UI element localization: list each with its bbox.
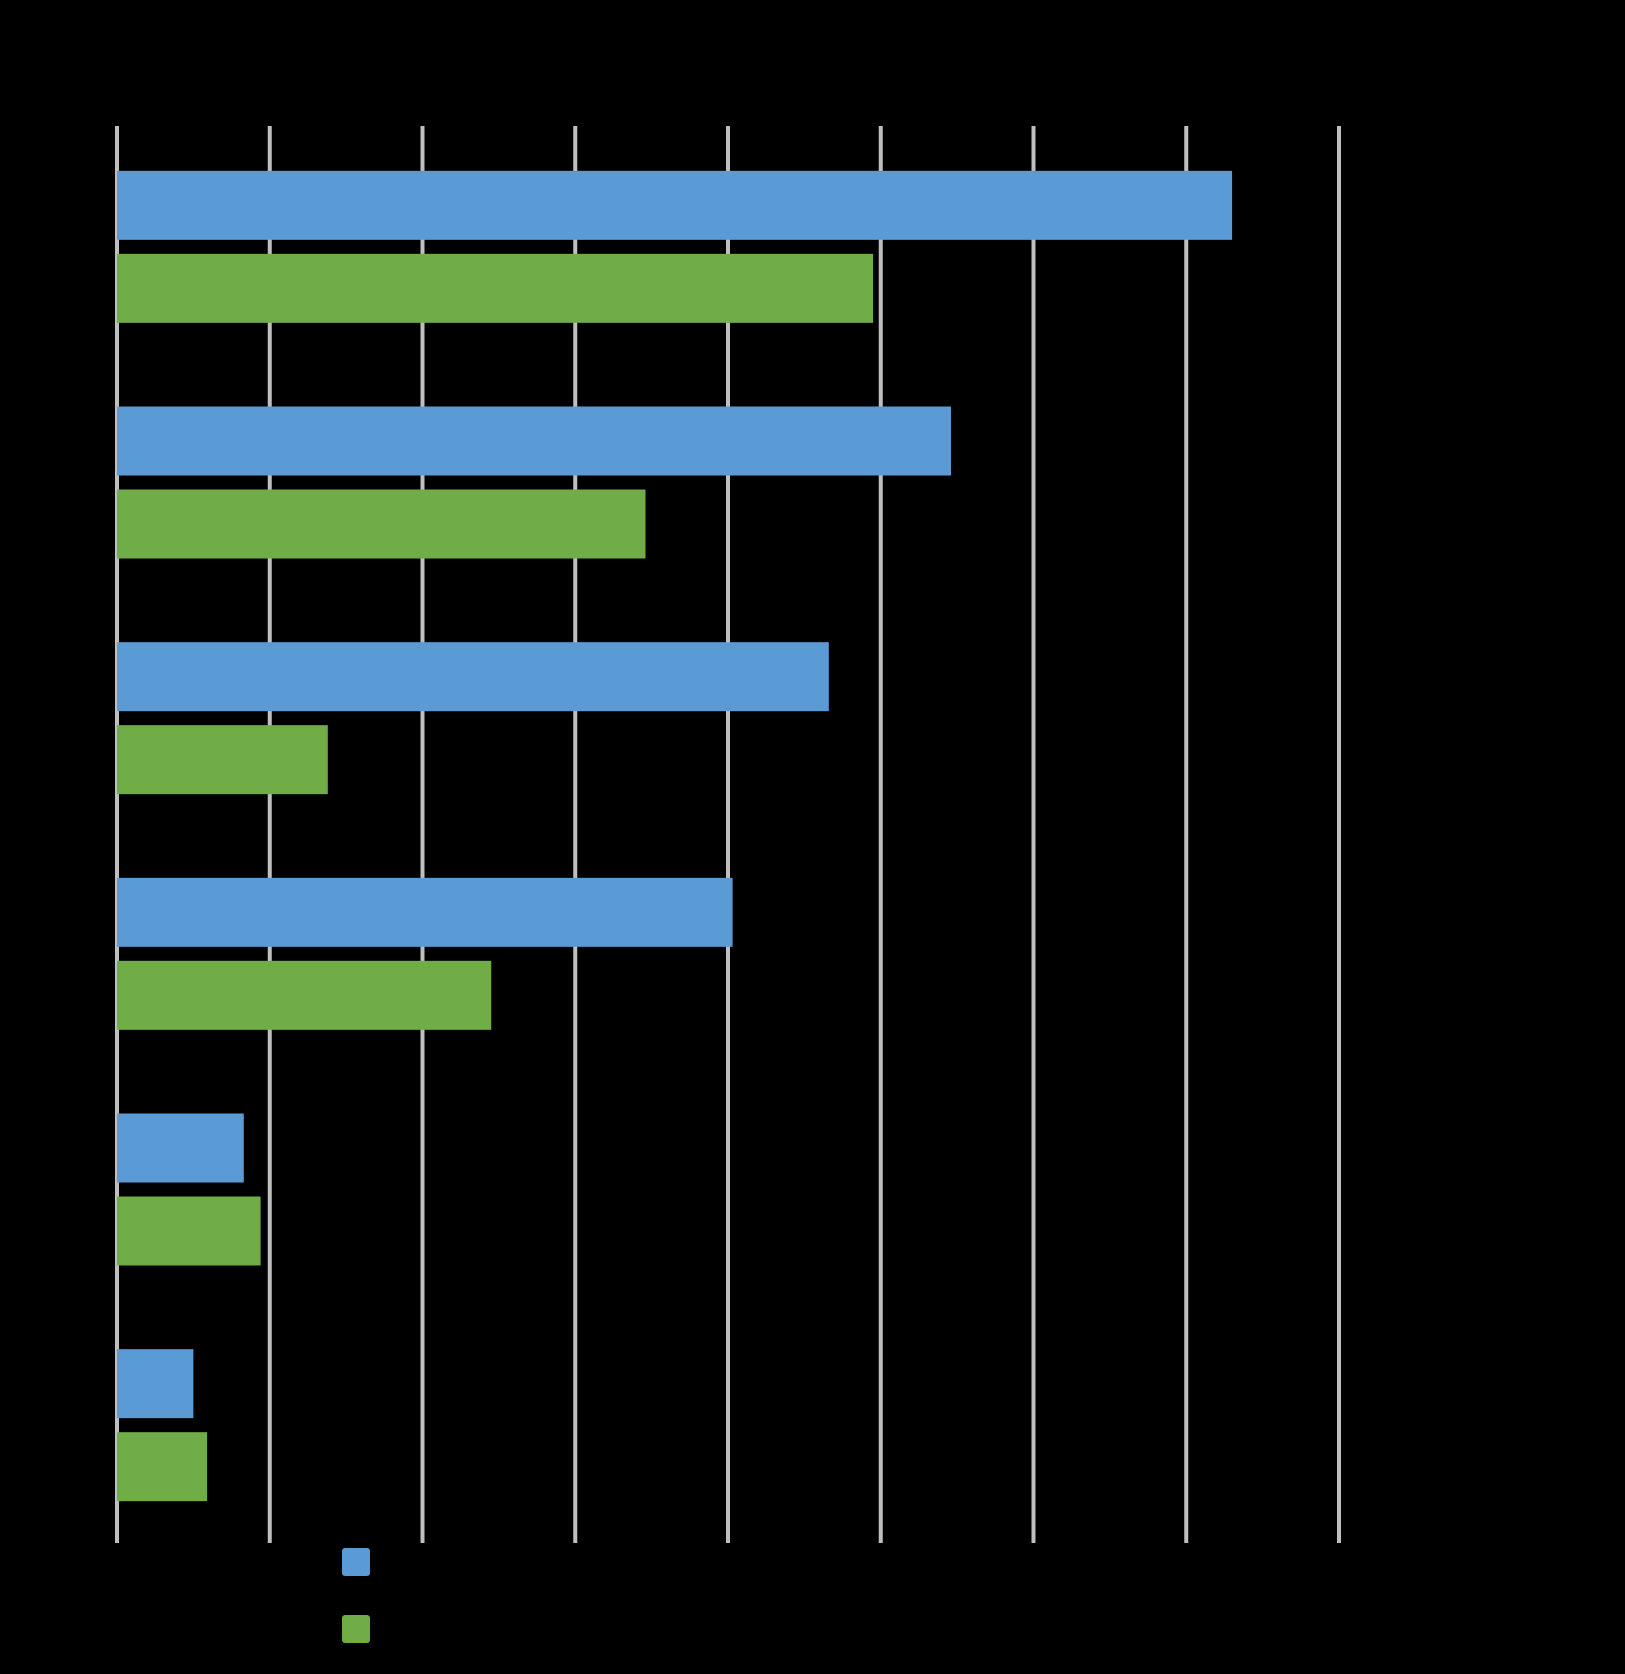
x-tick-label: 3	[570, 98, 581, 120]
x-tick-label: 6	[1028, 98, 1039, 120]
x-tick-label: 2	[417, 98, 428, 120]
bar	[117, 642, 829, 712]
bar	[117, 253, 874, 323]
x-tick-label: 4	[722, 98, 733, 120]
x-tick-label: 1	[264, 98, 275, 120]
legend-swatch	[342, 1615, 370, 1643]
bar	[117, 725, 328, 795]
bar	[117, 1196, 261, 1266]
bar	[117, 1113, 244, 1183]
bar	[117, 1349, 194, 1419]
x-tick-label: 5	[875, 98, 886, 120]
x-tick-label: 7	[1181, 98, 1192, 120]
x-tick-label: 0	[111, 98, 122, 120]
bar	[117, 170, 1233, 240]
bar	[117, 1432, 208, 1502]
legend-swatch	[342, 1548, 370, 1576]
bar	[117, 877, 733, 947]
bar	[117, 960, 492, 1030]
bar	[117, 406, 952, 476]
x-tick-label: 8	[1333, 98, 1344, 120]
bar	[117, 489, 646, 559]
